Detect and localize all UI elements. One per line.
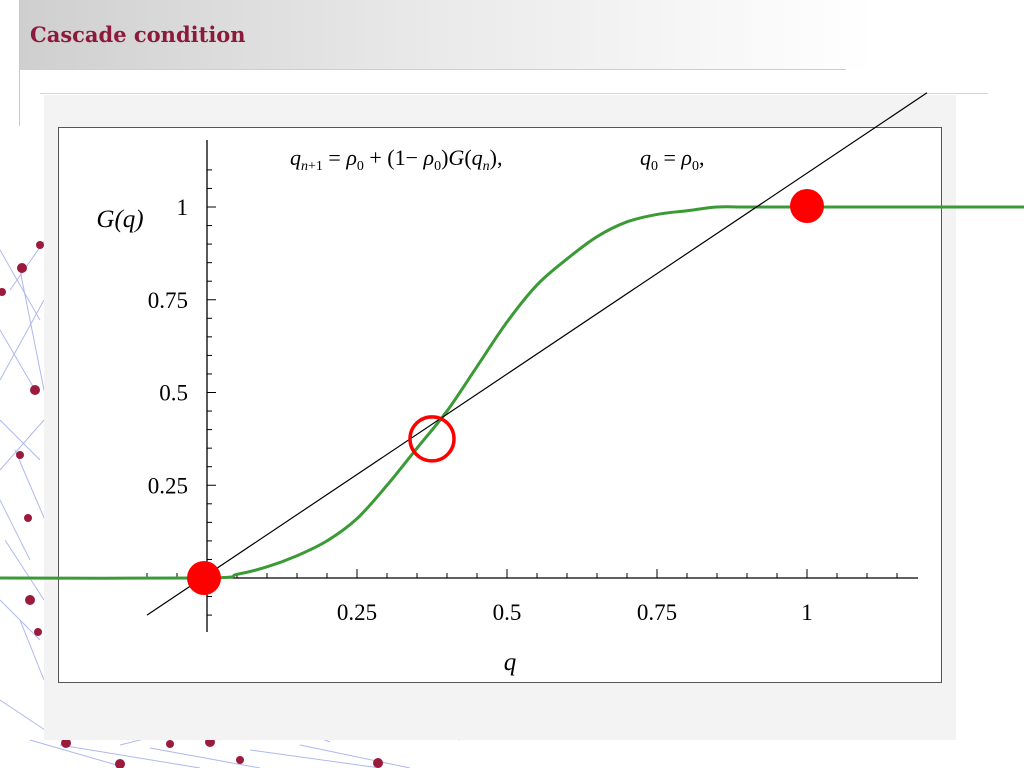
x-tick-label: 0.75 [637,600,677,625]
x-axis-label: q [504,649,517,676]
y-axis-label: G(q) [96,206,143,233]
y-tick-label: 0.5 [159,381,188,406]
y-tick-label: 1 [177,195,189,220]
x-tick-label: 1 [801,600,813,625]
header-divider [40,93,988,94]
diagonal-line [146,92,928,616]
stable-fixed-point [187,561,221,595]
header-divider [20,69,846,70]
y-tick-label: 0.75 [148,288,188,313]
y-tick-label: 0.25 [148,473,188,498]
header-divider [19,0,20,126]
unstable-fixed-point [408,415,456,463]
slide-title: Cascade condition [30,22,246,47]
stable-fixed-point [790,189,824,223]
g-curve [0,205,1024,580]
x-tick-label: 0.25 [337,600,377,625]
cascade-equation: qn+1 = ρ0 + (1− ρ0)G(qn), q0 = ρ0, [290,145,704,174]
x-tick-label: 0.5 [493,600,522,625]
header-band [20,0,1024,70]
